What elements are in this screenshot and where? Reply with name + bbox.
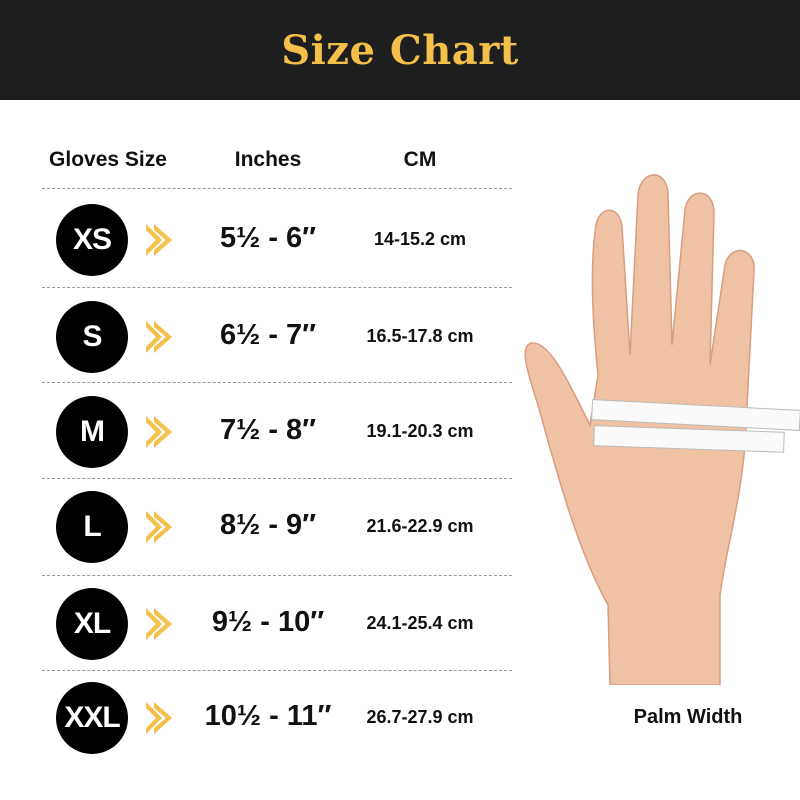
page-title: Size Chart (281, 26, 519, 74)
cm-value: 24.1-25.4 cm (366, 613, 474, 633)
row-divider (42, 575, 512, 576)
size-label: XXL (64, 701, 120, 734)
size-label: S (82, 320, 102, 353)
size-badge: L (56, 491, 128, 563)
size-badge: XL (56, 588, 128, 660)
cm-value: 16.5-17.8 cm (366, 326, 474, 346)
hand-measurement-photo (524, 174, 800, 685)
double-arrow-icon (146, 511, 172, 543)
inches-value: 6½ - 7″ (219, 319, 317, 351)
double-arrow-icon (146, 702, 172, 734)
size-badge: S (56, 301, 128, 373)
size-label: M (80, 415, 105, 448)
inches-value: 10½ - 11″ (204, 700, 332, 732)
row-divider (42, 188, 512, 189)
size-row: XL 9½ - 10″ 24.1-25.4 cm (0, 584, 520, 664)
size-label: XL (73, 607, 111, 640)
row-divider (42, 382, 512, 383)
double-arrow-icon (146, 416, 172, 448)
size-badge: M (56, 396, 128, 468)
cm-value: 14-15.2 cm (373, 229, 467, 249)
column-header-inches: Inches (234, 148, 302, 171)
size-badge: XXL (56, 682, 128, 754)
inches-value: 9½ - 10″ (211, 606, 325, 638)
size-row: L 8½ - 9″ 21.6-22.9 cm (0, 487, 520, 567)
measuring-tape (591, 399, 800, 453)
column-header-size: Gloves Size (49, 148, 167, 171)
double-arrow-icon (146, 321, 172, 353)
size-badge: XS (56, 204, 128, 276)
double-arrow-icon (146, 608, 172, 640)
row-divider (42, 670, 512, 671)
row-divider (42, 287, 512, 288)
size-row: M 7½ - 8″ 19.1-20.3 cm (0, 392, 520, 472)
header-banner: Size Chart (0, 0, 800, 100)
size-row: XXL 10½ - 11″ 26.7-27.9 cm (0, 678, 520, 758)
double-arrow-icon (146, 224, 172, 256)
inches-value: 7½ - 8″ (219, 414, 317, 446)
size-label: XS (72, 223, 112, 256)
palm-width-label: Palm Width (633, 706, 743, 728)
size-row: S 6½ - 7″ 16.5-17.8 cm (0, 297, 520, 377)
inches-value: 8½ - 9″ (219, 509, 317, 541)
size-row: XS 5½ - 6″ 14-15.2 cm (0, 200, 520, 280)
column-header-cm: CM (403, 148, 437, 171)
row-divider (42, 478, 512, 479)
cm-value: 19.1-20.3 cm (366, 421, 474, 441)
cm-value: 21.6-22.9 cm (366, 516, 474, 536)
inches-value: 5½ - 6″ (219, 222, 317, 254)
cm-value: 26.7-27.9 cm (366, 707, 474, 727)
size-label: L (83, 510, 101, 543)
